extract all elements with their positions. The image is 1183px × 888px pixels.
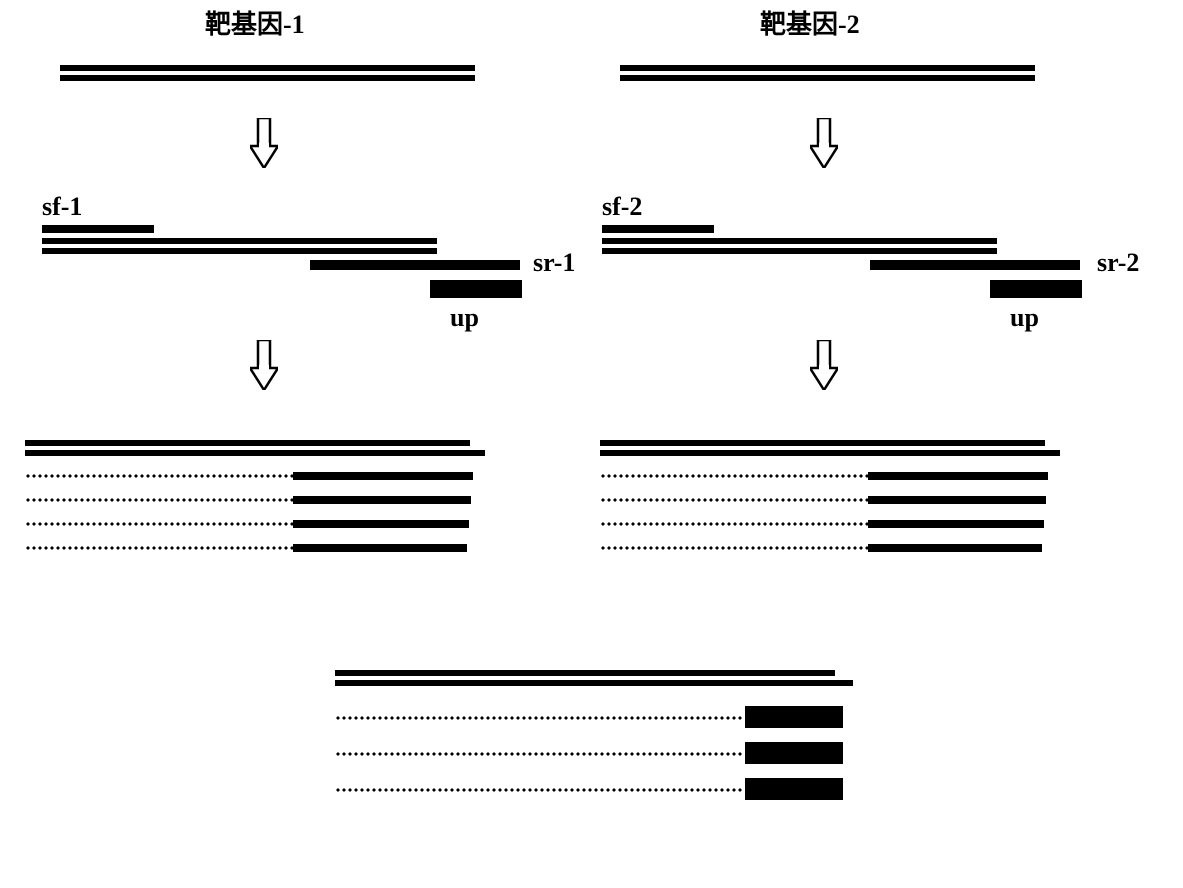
bottom-r3-block: [745, 742, 843, 764]
bottom-r4-block: [745, 778, 843, 800]
label-sf-1: sf-1: [42, 192, 82, 222]
bottom-r4-dot: [335, 788, 743, 792]
bottom-r2-dot: [335, 716, 743, 720]
primer-up-right: [990, 280, 1082, 298]
stack-l-r4-solid: [293, 520, 469, 528]
label-up-left: up: [450, 303, 479, 333]
bottom-r1-top: [335, 670, 835, 676]
stack-l-r3-solid: [293, 496, 471, 504]
arrow-down-2-left: [250, 340, 278, 390]
primer-sr-2: [870, 260, 1080, 270]
title-target-gene-1: 靶基因-1: [205, 4, 305, 41]
stack-l-r3-dot: [25, 498, 293, 502]
stack-l-r1-top: [25, 440, 470, 446]
bottom-r3-dot: [335, 752, 743, 756]
stack-r-r5-solid: [868, 544, 1042, 552]
stack-r-r5-dot: [600, 546, 868, 550]
primer-up-left: [430, 280, 522, 298]
dsdna-gene1-row2: [42, 238, 437, 254]
stack-l-r5-solid: [293, 544, 467, 552]
label-up-right: up: [1010, 303, 1039, 333]
label-sr-2: sr-2: [1097, 248, 1139, 278]
primer-sf-2: [602, 225, 714, 233]
primer-sr-1: [310, 260, 520, 270]
dsdna-gene2-initial: [620, 65, 1035, 81]
title-target-gene-2: 靶基因-2: [760, 4, 860, 41]
stack-r-r3-dot: [600, 498, 868, 502]
stack-r-r4-dot: [600, 522, 868, 526]
stack-r-r2-dot: [600, 474, 868, 478]
bottom-r1-bot: [335, 680, 853, 686]
stack-r-r4-solid: [868, 520, 1044, 528]
stack-l-r5-dot: [25, 546, 293, 550]
stack-r-r2-solid: [868, 472, 1048, 480]
arrow-down-1-left: [250, 118, 278, 168]
arrow-down-2-right: [810, 340, 838, 390]
label-sf-2: sf-2: [602, 192, 642, 222]
stack-r-r1-bot: [600, 450, 1060, 456]
primer-sf-1: [42, 225, 154, 233]
arrow-down-1-right: [810, 118, 838, 168]
stack-r-r1-top: [600, 440, 1045, 446]
stack-l-r2-dot: [25, 474, 293, 478]
stack-r-r3-solid: [868, 496, 1046, 504]
dsdna-gene2-row2: [602, 238, 997, 254]
stack-l-r2-solid: [293, 472, 473, 480]
bottom-r2-block: [745, 706, 843, 728]
stack-l-r4-dot: [25, 522, 293, 526]
dsdna-gene1-initial: [60, 65, 475, 81]
label-sr-1: sr-1: [533, 248, 575, 278]
stack-l-r1-bot: [25, 450, 485, 456]
